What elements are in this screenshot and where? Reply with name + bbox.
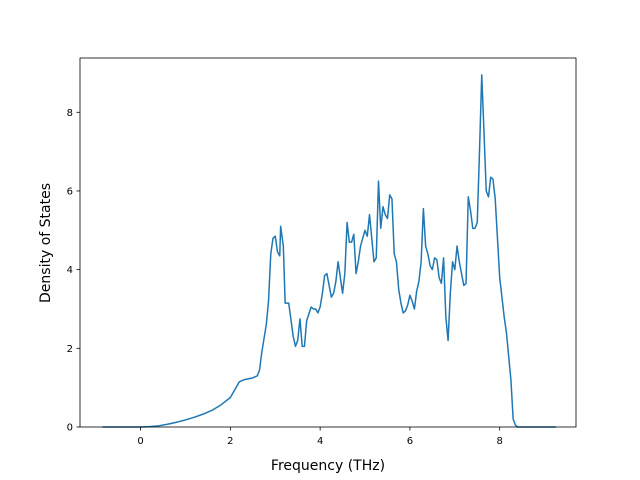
x-tick-label: 6	[407, 436, 413, 447]
x-tick-label: 0	[137, 436, 143, 447]
data-line	[102, 74, 556, 428]
y-tick-label: 0	[67, 423, 73, 434]
y-tick-label: 6	[67, 186, 73, 197]
x-tick-label: 8	[497, 436, 503, 447]
plot-frame	[79, 57, 577, 428]
y-tick-label: 2	[67, 344, 73, 355]
x-tick-label: 4	[317, 436, 323, 447]
x-tick-label: 2	[227, 436, 233, 447]
y-tick-label: 4	[67, 265, 73, 276]
y-tick-label: 8	[67, 108, 73, 119]
y-axis-label: Density of States	[38, 183, 54, 303]
x-axis-label: Frequency (THz)	[271, 458, 385, 474]
